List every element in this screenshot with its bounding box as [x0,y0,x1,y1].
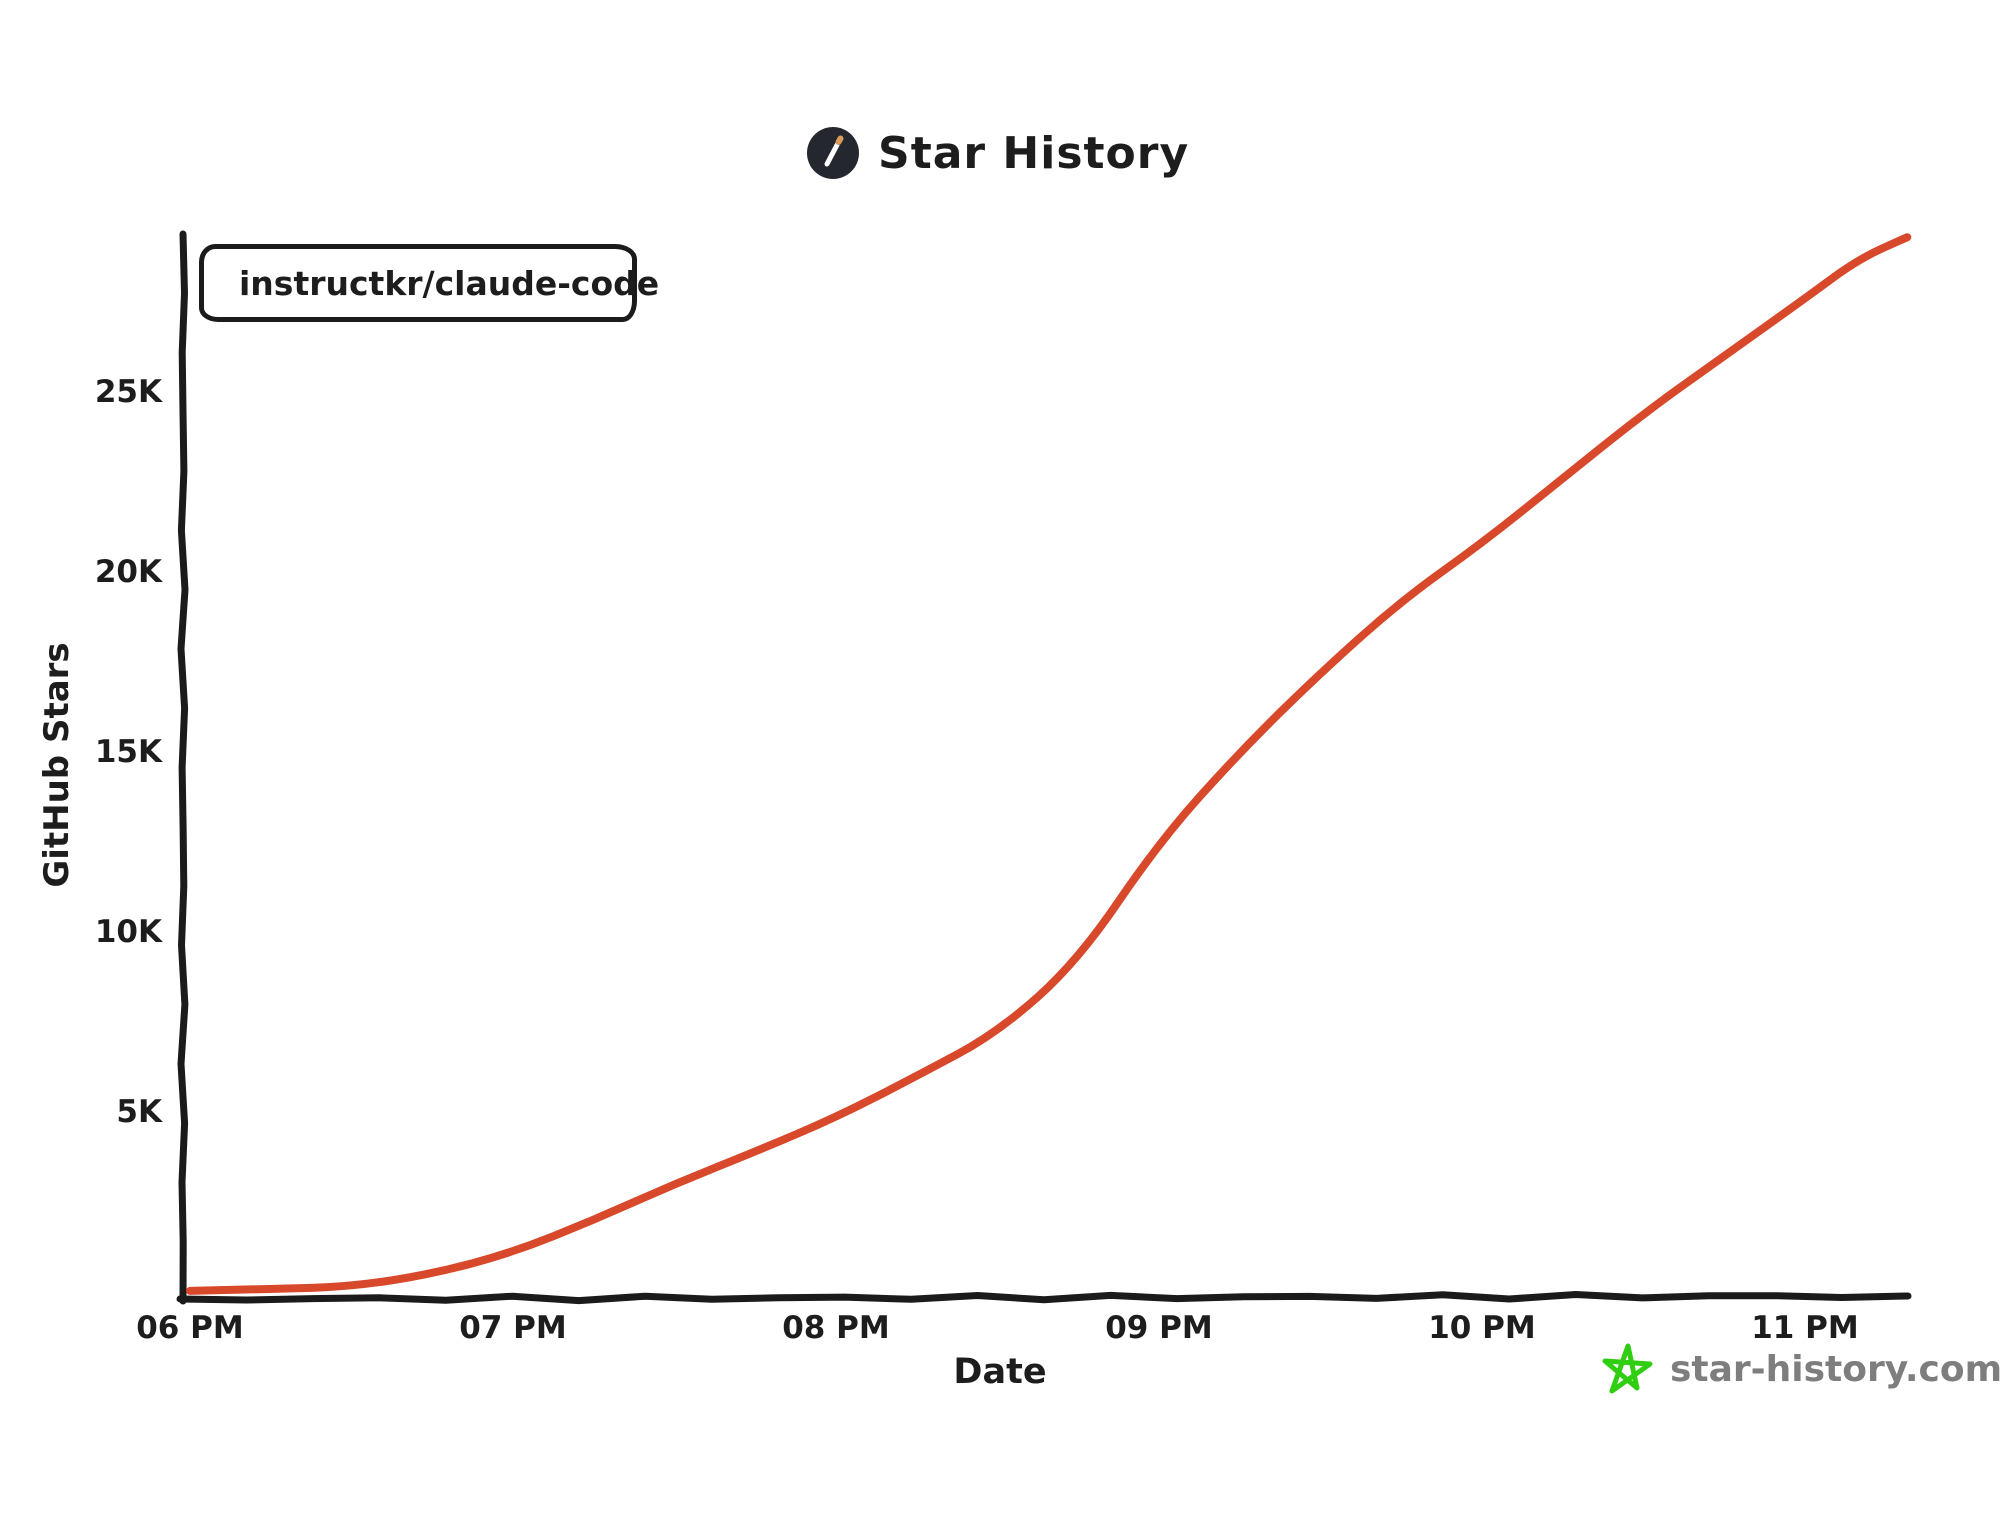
chart-title: Star History [878,127,1190,179]
y-axis-tick-label: 25K [94,374,162,410]
watermark-text: star-history.com [1670,1348,2000,1390]
x-axis-tick-label: 11 PM [1751,1310,1859,1346]
x-axis-title: Date [953,1352,1047,1392]
x-axis-tick-label: 07 PM [459,1310,567,1346]
star-history-logo-icon [807,127,859,179]
x-axis-tick-label: 08 PM [782,1310,890,1346]
x-axis-tick-label: 09 PM [1105,1310,1213,1346]
x-axis-line [176,1291,1912,1305]
y-axis-tick-label: 15K [94,734,162,770]
y-axis-title: GitHub Stars [37,642,77,888]
y-axis-tick-label: 5K [116,1094,162,1130]
x-axis-tick-label: 10 PM [1428,1310,1536,1346]
legend-series-label: instructkr/claude-code [239,263,660,303]
series-line-instructkr-claude-code [186,233,1912,1295]
y-axis-tick-label: 20K [94,554,162,590]
legend-box: instructkr/claude-code [199,244,659,322]
chart-title-block: Star History [806,126,1189,180]
y-axis-tick-label: 10K [94,914,162,950]
star-history-watermark-star-icon [1602,1343,1653,1394]
y-axis-line [177,230,189,1305]
watermark: star-history.com [1602,1342,2000,1396]
x-axis-tick-label: 06 PM [136,1310,244,1346]
